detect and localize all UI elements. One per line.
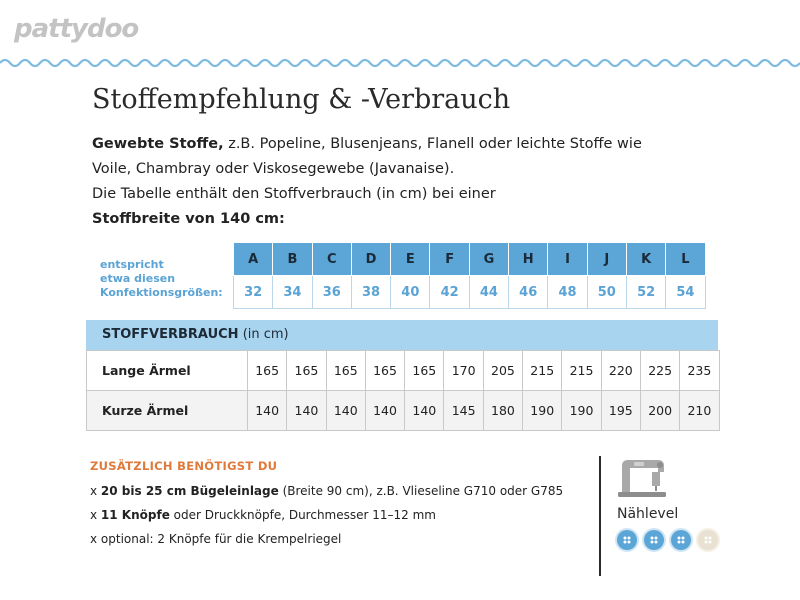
list-item-text: (Breite 90 cm), z.B. Vlieseline G710 ode… bbox=[278, 484, 564, 498]
size-number: 44 bbox=[468, 275, 510, 309]
size-number: 32 bbox=[232, 275, 274, 309]
consumption-value: 215 bbox=[522, 350, 563, 391]
list-item: x 20 bis 25 cm Bügeleinlage (Breite 90 c… bbox=[90, 481, 563, 505]
size-number: 38 bbox=[350, 275, 392, 309]
wave-divider bbox=[0, 58, 800, 68]
button-icon bbox=[698, 530, 718, 550]
size-letter: I bbox=[547, 242, 588, 276]
consumption-value: 165 bbox=[404, 350, 445, 391]
intro-text: Gewebte Stoffe, z.B. Popeline, Blusenjea… bbox=[92, 132, 732, 232]
consumption-value: 165 bbox=[286, 350, 327, 391]
consumption-value: 140 bbox=[364, 390, 406, 431]
size-numbers-row: 32 34 36 38 40 42 44 46 48 50 52 54 bbox=[232, 275, 706, 309]
consumption-value: 215 bbox=[561, 350, 602, 391]
divider-line bbox=[599, 456, 601, 576]
consumption-value: 140 bbox=[286, 390, 327, 431]
button-icon bbox=[671, 530, 691, 550]
size-letter: F bbox=[429, 242, 470, 276]
consumption-value: 170 bbox=[443, 350, 484, 391]
list-marker: x bbox=[90, 532, 101, 546]
table-row: Kurze Ärmel 140 140 140 140 140 145 180 190 190 19… bbox=[86, 390, 720, 431]
consumption-value: 140 bbox=[246, 390, 288, 431]
fabric-examples-2: Voile, Chambray oder Viskosegewebe (Java… bbox=[92, 161, 455, 177]
size-number: 40 bbox=[390, 275, 431, 309]
consumption-value: 140 bbox=[404, 390, 445, 431]
size-label-line: etwa diesen bbox=[100, 272, 176, 285]
consumption-value: 165 bbox=[325, 350, 366, 391]
list-item: x optional: 2 Knöpfe für die Krempelrieg… bbox=[90, 529, 563, 553]
consumption-value: 190 bbox=[522, 390, 563, 431]
size-letter: J bbox=[586, 242, 627, 276]
size-label: entspricht etwa diesen Konfektionsgrößen… bbox=[100, 258, 223, 300]
size-number: 54 bbox=[665, 275, 706, 309]
size-letter: H bbox=[508, 242, 549, 276]
button-icon bbox=[617, 530, 637, 550]
size-letter: D bbox=[350, 242, 392, 276]
size-number: 34 bbox=[272, 275, 313, 309]
table-description: Die Tabelle enthält den Stoffverbrauch (… bbox=[92, 186, 496, 202]
consumption-value: 140 bbox=[325, 390, 366, 431]
size-letter: A bbox=[232, 242, 274, 276]
size-number: 48 bbox=[547, 275, 588, 309]
consumption-value: 165 bbox=[364, 350, 406, 391]
consumption-header-unit: (in cm) bbox=[238, 327, 289, 342]
consumption-value: 205 bbox=[482, 350, 524, 391]
consumption-header-title: STOFFVERBRAUCH bbox=[102, 327, 239, 342]
size-number: 46 bbox=[508, 275, 549, 309]
size-letter: G bbox=[468, 242, 510, 276]
list-marker: x bbox=[90, 484, 101, 498]
size-letter: L bbox=[665, 242, 706, 276]
fabric-type: Gewebte Stoffe, bbox=[92, 136, 224, 152]
size-label-line: entspricht bbox=[100, 258, 164, 271]
consumption-value: 220 bbox=[600, 350, 641, 391]
extras-list: x 20 bis 25 cm Bügeleinlage (Breite 90 c… bbox=[90, 481, 563, 553]
row-label: Kurze Ärmel bbox=[86, 390, 248, 431]
table-row: Lange Ärmel 165 165 165 165 165 170 205 215 215 22… bbox=[86, 350, 720, 391]
list-marker: x bbox=[90, 508, 101, 522]
pattydoo-logo: pattydoo bbox=[14, 14, 139, 44]
list-item-text: oder Druckknöpfe, Durchmesser 11–12 mm bbox=[169, 508, 436, 522]
size-number: 52 bbox=[625, 275, 667, 309]
list-item-highlight: 11 Knöpfe bbox=[100, 508, 170, 522]
consumption-value: 225 bbox=[639, 350, 681, 391]
consumption-value: 235 bbox=[679, 350, 720, 391]
consumption-value: 190 bbox=[561, 390, 602, 431]
consumption-value: 210 bbox=[679, 390, 720, 431]
fabric-examples: z.B. Popeline, Blusenjeans, Flanell oder… bbox=[223, 136, 642, 152]
consumption-value: 165 bbox=[246, 350, 288, 391]
size-number: 42 bbox=[429, 275, 470, 309]
size-letter: B bbox=[272, 242, 313, 276]
list-item-text: optional: 2 Knöpfe für die Krempelriegel bbox=[100, 532, 342, 546]
size-letter: C bbox=[311, 242, 352, 276]
consumption-table: Lange Ärmel 165 165 165 165 165 170 205 215 215 22… bbox=[86, 350, 720, 431]
row-label: Lange Ärmel bbox=[86, 350, 248, 391]
sewing-machine-icon bbox=[618, 460, 666, 497]
size-number: 36 bbox=[311, 275, 352, 309]
consumption-value: 180 bbox=[482, 390, 524, 431]
list-item-highlight: 20 bis 25 cm Bügeleinlage bbox=[100, 484, 279, 498]
size-label-line: Konfektionsgrößen: bbox=[100, 286, 223, 299]
extras-title: ZUSÄTZLICH BENÖTIGST DU bbox=[90, 459, 278, 473]
sewing-level-label: Nählevel bbox=[617, 506, 679, 522]
size-number: 50 bbox=[586, 275, 627, 309]
list-item: x 11 Knöpfe oder Druckknöpfe, Durchmesse… bbox=[90, 505, 563, 529]
button-icon bbox=[644, 530, 664, 550]
consumption-header: STOFFVERBRAUCH (in cm) bbox=[86, 320, 718, 350]
page-title: Stoffempfehlung & -Verbrauch bbox=[92, 84, 511, 115]
fabric-width: Stoffbreite von 140 cm: bbox=[92, 211, 285, 227]
size-letter: K bbox=[625, 242, 667, 276]
consumption-value: 145 bbox=[443, 390, 484, 431]
consumption-value: 200 bbox=[639, 390, 681, 431]
consumption-value: 195 bbox=[600, 390, 641, 431]
size-letter: E bbox=[390, 242, 431, 276]
